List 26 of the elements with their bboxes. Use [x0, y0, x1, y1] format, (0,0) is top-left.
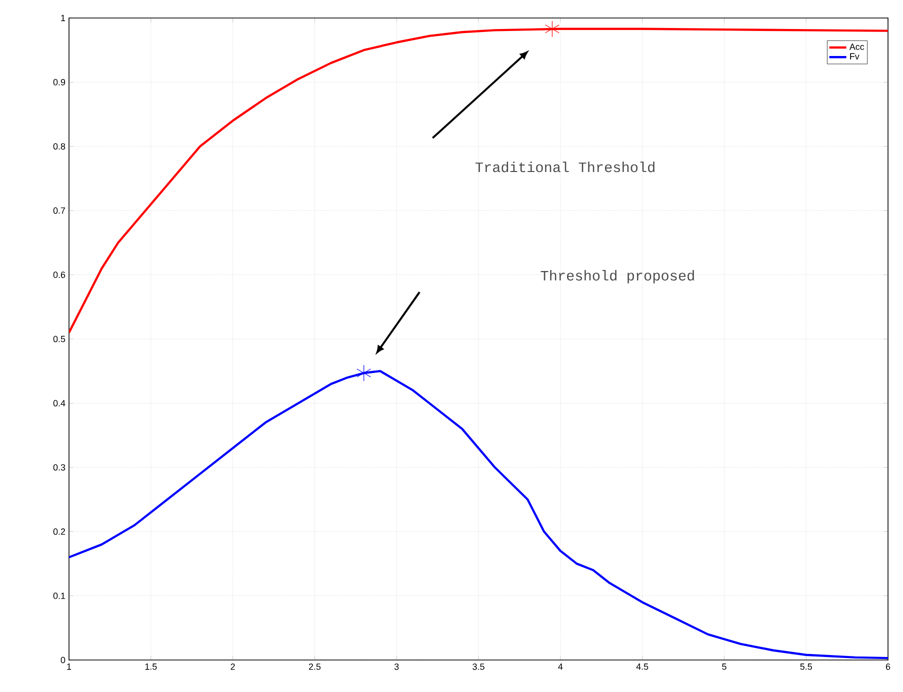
- x-tick-label: 1.5: [145, 664, 157, 670]
- x-tick-label: 5: [722, 664, 726, 670]
- y-tick-label: 0.4: [53, 400, 66, 406]
- x-tick-label: 1: [67, 664, 72, 670]
- y-tick-label: 0.6: [53, 272, 66, 278]
- x-tick-label: 3: [394, 664, 399, 670]
- x-tick-label: 4: [558, 664, 563, 670]
- x-tick-label: 3.5: [472, 664, 484, 670]
- x-tick-label: 2.5: [308, 664, 321, 670]
- x-tick-label: 6: [886, 664, 890, 670]
- y-tick-label: 0.3: [53, 464, 66, 471]
- x-tick-label: 5.5: [800, 664, 812, 670]
- legend-label: Acc: [849, 44, 864, 50]
- y-tick-label: 0: [60, 656, 66, 664]
- x-tick-label: 4.5: [636, 664, 648, 670]
- legend-label: Fv: [850, 53, 860, 60]
- y-tick-label: 1: [61, 14, 66, 22]
- y-tick-label: 0.9: [53, 79, 66, 86]
- y-tick-label: 0.7: [53, 207, 66, 214]
- y-tick-label: 0.1: [53, 592, 66, 599]
- annotation: Traditional Threshold: [475, 162, 654, 172]
- x-tick-label: 2: [230, 664, 235, 670]
- y-tick-label: 0.2: [53, 528, 66, 535]
- y-tick-label: 0.8: [53, 143, 66, 150]
- y-tick-label: 0.5: [53, 336, 66, 342]
- annotation: Threshold proposed: [540, 270, 694, 284]
